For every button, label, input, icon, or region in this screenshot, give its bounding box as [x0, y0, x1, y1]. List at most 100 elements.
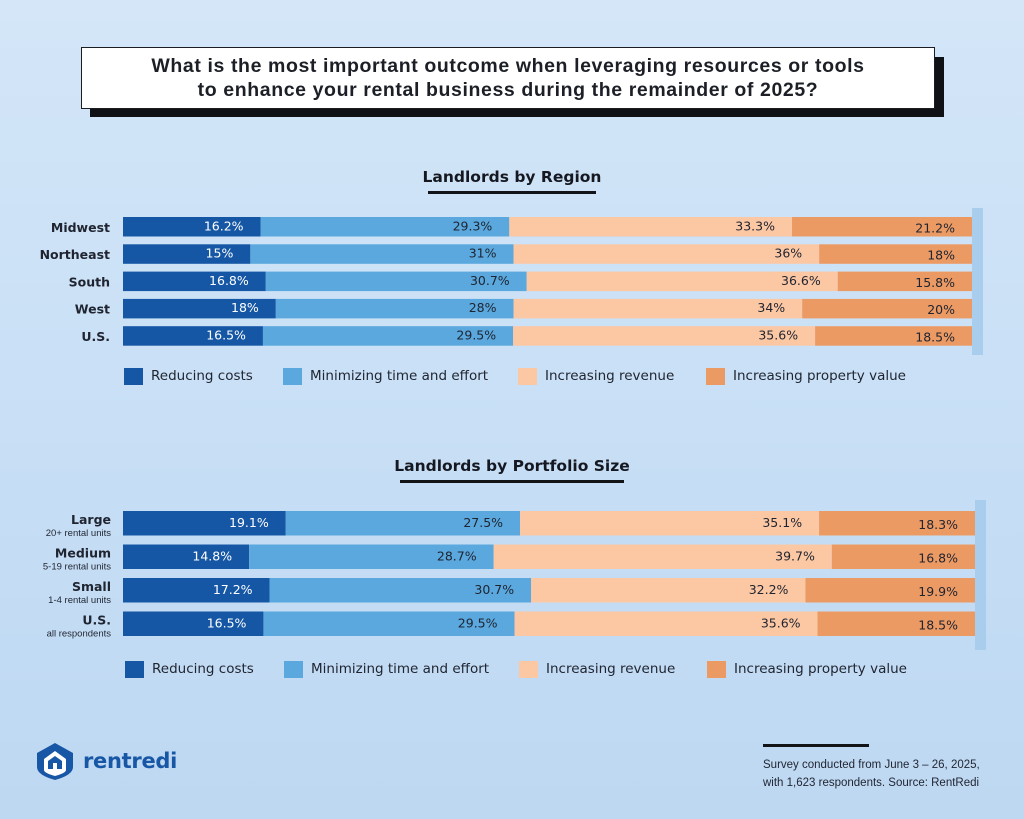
bar-segment-reducing-costs	[123, 511, 286, 536]
logo-wordmark: rentredi	[83, 749, 178, 773]
bar-value-label: 19.1%	[229, 515, 269, 530]
bar-end-accent	[975, 500, 986, 650]
category-label: South	[69, 274, 110, 289]
bar-segment-reducing-costs	[123, 611, 264, 636]
legend-item-increasing-revenue: Increasing revenue	[519, 660, 676, 678]
bar-value-label: 16.8%	[918, 550, 958, 565]
bar-value-label: 35.6%	[761, 615, 801, 630]
bar-value-label: 16.5%	[206, 327, 246, 342]
bar-segment-minimizing-time	[275, 298, 514, 319]
rentredi-logo: rentredi	[34, 741, 177, 781]
bar-value-label: 19.9%	[918, 584, 958, 599]
legend-label: Increasing property value	[733, 368, 906, 384]
bar-value-label: 33.3%	[735, 218, 775, 233]
bar-segment-minimizing-time	[285, 511, 521, 536]
bar-segment-increasing-property-value	[819, 511, 975, 536]
legend-label: Increasing revenue	[545, 368, 675, 384]
bar-value-label: 18.5%	[915, 329, 955, 344]
bar-segment-minimizing-time	[249, 544, 494, 569]
bar-value-label: 35.1%	[762, 515, 802, 530]
legend-label: Reducing costs	[151, 368, 253, 384]
bar-value-label: 34%	[757, 300, 785, 315]
bar-value-label: 16.5%	[207, 615, 247, 630]
bar-value-label: 28%	[469, 300, 497, 315]
bar-value-label: 18.3%	[918, 517, 958, 532]
bar-value-label: 15%	[206, 246, 234, 261]
bar-segment-increasing-revenue	[513, 298, 803, 319]
legend-swatch-increasing-revenue	[518, 367, 537, 385]
bar-value-label: 29.5%	[456, 327, 496, 342]
legend-item-minimizing-time: Minimizing time and effort	[284, 660, 490, 678]
bar-segment-increasing-revenue	[520, 511, 820, 536]
bar-value-label: 18.5%	[918, 617, 958, 632]
region-stacked-bar-chart: 16.2% 29.3% 33.3% 21.2% Midwest 15% 31% 36% 18% N…	[40, 208, 983, 355]
bar-segment-increasing-property-value	[805, 578, 975, 603]
bar-value-label: 21.2%	[915, 220, 955, 235]
legend-item-reducing-costs: Reducing costs	[124, 367, 253, 385]
bar-segment-increasing-revenue	[513, 244, 820, 264]
legend-label: Increasing revenue	[546, 661, 676, 677]
category-label: Medium	[55, 546, 111, 561]
bar-value-label: 18%	[927, 248, 955, 263]
footnote-rule	[763, 744, 869, 747]
region-legend: Reducing costs Minimizing time and effor…	[0, 366, 1024, 386]
bar-segment-minimizing-time	[265, 271, 527, 292]
legend-item-increasing-property-value: Increasing property value	[707, 660, 907, 678]
bar-value-label: 28.7%	[437, 548, 477, 563]
portfolio-legend: Reducing costs Minimizing time and effor…	[0, 659, 1024, 679]
category-label: Small	[72, 579, 111, 594]
bar-value-label: 14.8%	[192, 548, 232, 563]
bar-value-label: 17.2%	[213, 582, 253, 597]
legend-swatch-minimizing-time	[284, 660, 303, 678]
title-line-1: What is the most important outcome when …	[151, 55, 865, 77]
bar-segment-minimizing-time	[250, 244, 514, 264]
region-chart-title-text: Landlords by Region	[422, 168, 602, 186]
bar-value-label: 32.2%	[749, 582, 789, 597]
bar-segment-increasing-revenue	[531, 578, 806, 603]
house-shield-icon	[37, 743, 73, 780]
region-title-underline	[428, 191, 596, 194]
bar-segment-increasing-property-value	[802, 298, 972, 319]
bar-value-label: 30.7%	[470, 273, 510, 288]
bar-segment-minimizing-time	[269, 578, 532, 603]
bar-segment-reducing-costs	[123, 298, 276, 319]
bar-segment-reducing-costs	[123, 271, 266, 292]
portfolio-title-underline	[400, 480, 624, 483]
bar-segment-increasing-revenue	[493, 544, 832, 569]
bar-value-label: 16.8%	[209, 273, 249, 288]
footnote-line-2: with 1,623 respondents. Source: RentRedi	[763, 777, 980, 789]
bar-value-label: 29.3%	[453, 218, 493, 233]
legend-swatch-increasing-property-value	[707, 660, 726, 678]
legend-swatch-reducing-costs	[124, 367, 143, 385]
bar-value-label: 16.2%	[204, 218, 244, 233]
bar-segment-minimizing-time	[262, 326, 514, 346]
category-label: Midwest	[51, 220, 110, 235]
bar-segment-reducing-costs	[123, 326, 263, 346]
bar-value-label: 15.8%	[915, 275, 955, 290]
bar-value-label: 20%	[927, 302, 955, 317]
footnote-line-1: Survey conducted from June 3 – 26, 2025,	[763, 759, 980, 771]
bar-segment-increasing-property-value	[819, 244, 972, 264]
bar-segment-increasing-property-value	[817, 611, 975, 636]
bar-segment-reducing-costs	[123, 578, 270, 603]
category-label: Large	[71, 512, 111, 527]
bar-end-accent	[972, 208, 983, 355]
category-sublabel: all respondents	[47, 629, 112, 640]
bar-segment-reducing-costs	[123, 544, 250, 569]
category-sublabel: 5-19 rental units	[43, 562, 111, 573]
bar-segment-increasing-revenue	[526, 271, 838, 292]
bar-segment-increasing-revenue	[513, 326, 816, 346]
bar-segment-minimizing-time	[260, 217, 510, 237]
bar-segment-increasing-property-value	[831, 544, 975, 569]
legend-swatch-increasing-property-value	[706, 367, 725, 385]
bar-segment-increasing-property-value	[792, 217, 972, 237]
bar-segment-increasing-revenue	[514, 611, 818, 636]
bar-value-label: 29.5%	[458, 615, 498, 630]
legend-label: Minimizing time and effort	[311, 661, 490, 677]
bar-value-label: 30.7%	[474, 582, 514, 597]
bar-segment-reducing-costs	[123, 217, 261, 237]
bar-value-label: 36%	[774, 246, 802, 261]
portfolio-chart-title: Landlords by Portfolio Size	[0, 457, 1024, 483]
chart-question-title: What is the most important outcome when …	[81, 47, 935, 109]
category-label: West	[75, 302, 110, 317]
